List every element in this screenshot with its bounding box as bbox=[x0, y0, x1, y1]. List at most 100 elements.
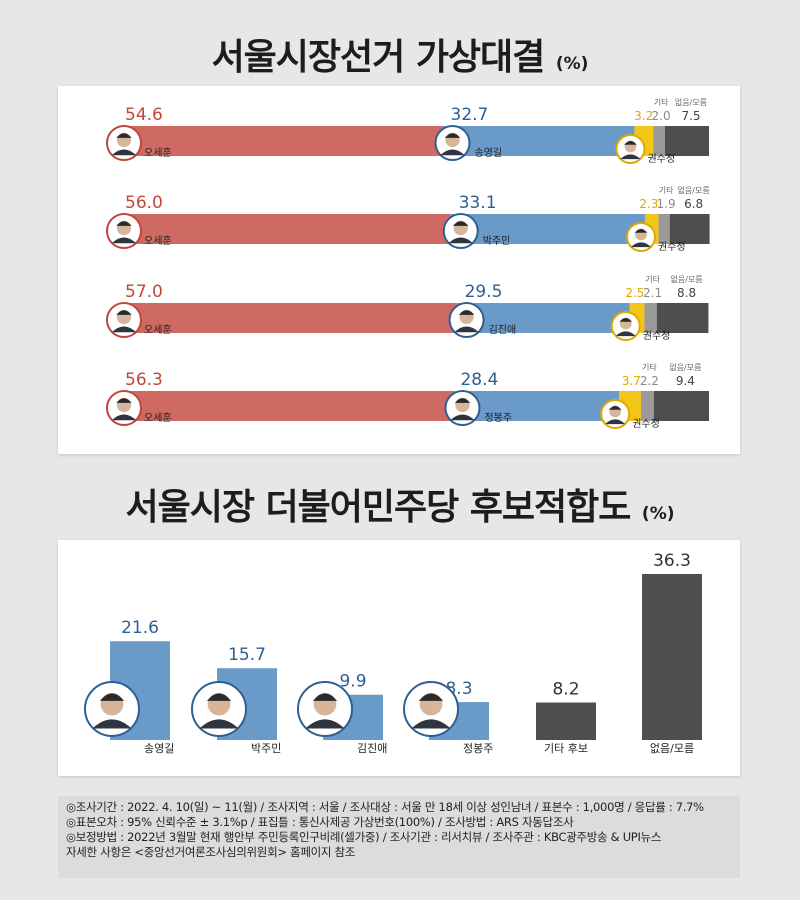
title-unit: (%) bbox=[555, 54, 589, 74]
avatar-hair bbox=[444, 133, 461, 138]
avatar-body bbox=[411, 719, 451, 729]
avatar-hair bbox=[116, 398, 132, 403]
avatar-hair bbox=[634, 228, 648, 233]
fitness-panel: 21.6 송영길 15.7 박주민 9.9 김진애 8.3 정봉주 8.2 기타 후보 36.3 없음… bbox=[58, 540, 740, 776]
bar-segment-other bbox=[658, 214, 670, 244]
avatar-hair bbox=[116, 221, 132, 226]
bar bbox=[642, 574, 702, 740]
legend-other-label: 기타 bbox=[642, 363, 657, 372]
category-label: 정봉주 bbox=[463, 742, 493, 755]
value-label-none: 8.8 bbox=[677, 286, 696, 300]
avatar-body bbox=[620, 154, 641, 160]
avatar bbox=[191, 681, 247, 737]
bar-segment-other bbox=[640, 391, 654, 421]
value-label-oh: 54.6 bbox=[125, 105, 163, 125]
value-label-none: 6.8 bbox=[684, 197, 703, 211]
value-label: 15.7 bbox=[228, 645, 266, 665]
bar-item: 8.2 기타 후보 bbox=[536, 680, 596, 755]
value-label-kwon: 2.5 bbox=[625, 286, 644, 300]
survey-notes: ◎조사기간 : 2022. 4. 10(일) ~ 11(월) / 조사지역 : … bbox=[58, 796, 740, 878]
title-text: 서울시장선거 가상대결 bbox=[211, 37, 546, 78]
value-label-kwon: 2.3 bbox=[639, 197, 658, 211]
bar-segment-none bbox=[664, 126, 709, 156]
value-label-oh: 57.0 bbox=[125, 282, 163, 302]
avatar-oh bbox=[106, 302, 142, 338]
avatar-body bbox=[111, 149, 137, 156]
avatar-hair bbox=[206, 693, 232, 701]
candidate-name-dem: 송영길 bbox=[475, 146, 503, 159]
avatar-hair bbox=[458, 310, 475, 315]
category-label: 김진애 bbox=[357, 742, 387, 755]
title-unit: (%) bbox=[641, 504, 675, 524]
note-line: 자세한 사항은 <중앙선거여론조사심의위원회> 홈페이지 참조 bbox=[66, 845, 356, 859]
avatar-body bbox=[199, 719, 239, 729]
bar bbox=[536, 702, 596, 740]
note-line: ◎보정방법 : 2022년 3월말 현재 행안부 주민등록인구비례(셀가중) /… bbox=[66, 830, 662, 844]
candidate-name-oh: 오세훈 bbox=[144, 323, 172, 336]
avatar-hair bbox=[619, 317, 633, 322]
avatar-hair bbox=[418, 693, 444, 701]
avatar-body bbox=[448, 237, 473, 244]
category-label: 없음/모름 bbox=[650, 742, 694, 755]
chart-title-matchup: 서울시장선거 가상대결 (%) bbox=[0, 28, 800, 80]
avatar-kwon bbox=[615, 134, 646, 164]
avatar-dem bbox=[434, 125, 471, 161]
bar-segment-other bbox=[653, 126, 665, 156]
legend-none-label: 없음/모름 bbox=[669, 363, 701, 372]
avatar-kwon bbox=[610, 311, 641, 341]
bar-segment-oh bbox=[122, 214, 451, 244]
value-label: 21.6 bbox=[121, 618, 159, 638]
avatar-oh bbox=[106, 390, 142, 426]
candidate-name-dem: 정봉주 bbox=[484, 412, 512, 424]
avatar-hair bbox=[608, 405, 622, 410]
value-label-dem: 32.7 bbox=[451, 105, 489, 125]
value-label-other: 2.2 bbox=[640, 374, 659, 388]
avatar-dem bbox=[448, 302, 485, 338]
bar-segment-dem bbox=[442, 126, 635, 156]
value-label-kwon: 3.2 bbox=[634, 109, 653, 123]
avatar-oh bbox=[106, 125, 142, 161]
note-line: ◎표본오차 : 95% 신뢰수준 ± 3.1%p / 표집틀 : 통신사제공 가… bbox=[66, 815, 574, 829]
value-label-kwon: 3.7 bbox=[622, 374, 641, 388]
candidate-name-kwon: 권수정 bbox=[632, 418, 660, 430]
candidate-name-kwon: 권수정 bbox=[643, 330, 671, 342]
value-label-oh: 56.3 bbox=[125, 370, 163, 390]
bar-segment-oh bbox=[122, 391, 453, 421]
avatar-body bbox=[92, 719, 132, 729]
legend-other-label: 기타 bbox=[645, 275, 660, 284]
bar-item: 9.9 김진애 bbox=[297, 672, 387, 755]
legend-none-label: 없음/모름 bbox=[671, 275, 703, 284]
legend-other-label: 기타 bbox=[654, 98, 669, 107]
bar-item: 15.7 박주민 bbox=[191, 645, 281, 755]
bar-segment-other bbox=[644, 303, 657, 333]
avatar-hair bbox=[624, 140, 637, 145]
value-label-other: 2.0 bbox=[652, 109, 671, 123]
category-label: 기타 후보 bbox=[544, 742, 588, 755]
value-label-other: 2.1 bbox=[643, 286, 662, 300]
candidate-name-dem: 박주민 bbox=[483, 235, 511, 247]
avatar-body bbox=[111, 237, 137, 244]
legend-none-label: 없음/모름 bbox=[675, 98, 707, 107]
avatar bbox=[297, 681, 353, 737]
value-label: 9.9 bbox=[339, 672, 366, 692]
avatar-body bbox=[615, 331, 636, 337]
candidate-name-dem: 김진애 bbox=[489, 324, 517, 336]
candidate-name-oh: 오세훈 bbox=[144, 146, 172, 159]
bar-item: 36.3 없음/모름 bbox=[642, 551, 702, 755]
category-label: 박주민 bbox=[251, 742, 281, 755]
value-label-oh: 56.0 bbox=[125, 193, 163, 213]
avatar-body bbox=[605, 419, 626, 425]
avatar-dem bbox=[444, 390, 481, 426]
bar-segment-none bbox=[669, 214, 710, 244]
avatar-hair bbox=[99, 693, 125, 701]
candidate-name-kwon: 권수정 bbox=[647, 153, 675, 165]
bar-segment-none bbox=[653, 391, 709, 421]
matchup-panel: 54.6 32.7 3.2 2.0 7.5 기타 없음/모름 오세훈 송영길 권수정 56.0 33.… bbox=[58, 86, 740, 454]
value-label-other: 1.9 bbox=[657, 197, 676, 211]
